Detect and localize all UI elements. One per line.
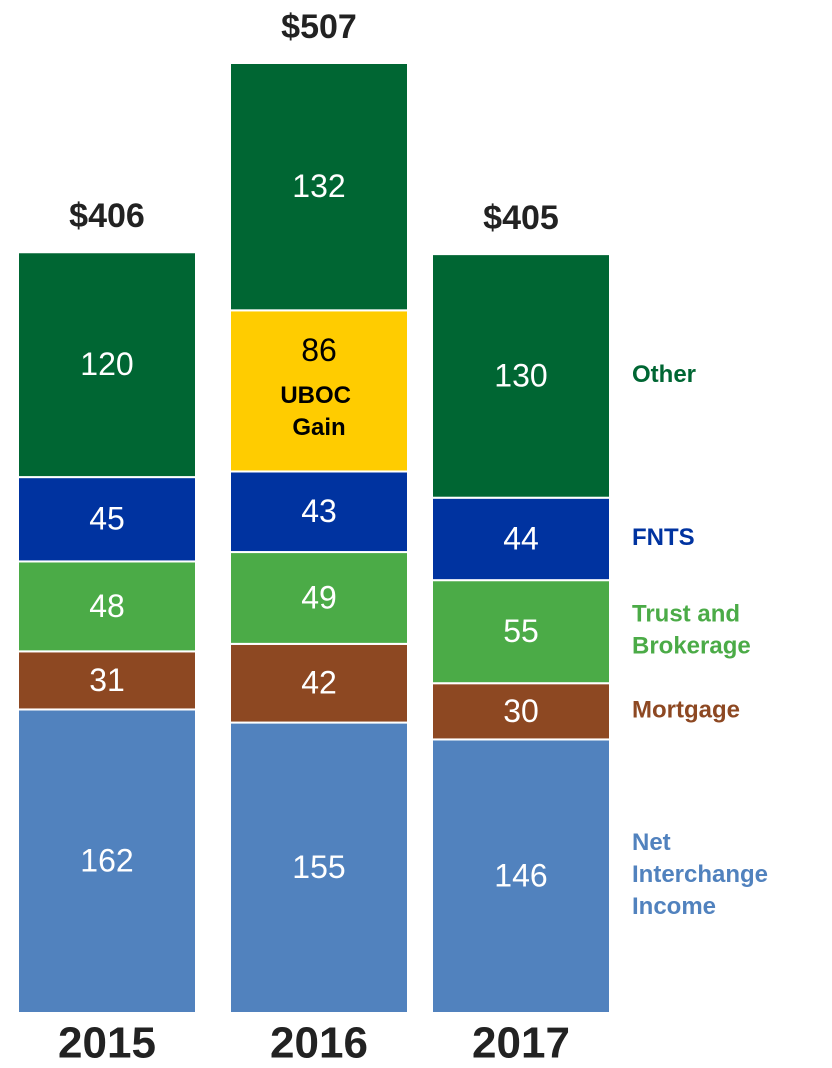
legend-label: Other — [632, 361, 696, 388]
value-label: 146 — [494, 858, 547, 894]
bar-segment — [229, 642, 409, 724]
bar-segment — [229, 309, 409, 473]
x-tick-label: 2016 — [270, 1019, 368, 1068]
bar-segment — [229, 551, 409, 645]
value-label: 86 — [301, 332, 337, 368]
bar-segment — [17, 708, 197, 1014]
value-label: 31 — [89, 662, 125, 698]
bar-segment — [229, 62, 409, 312]
bar-segment — [229, 470, 409, 554]
value-label: 132 — [292, 168, 345, 204]
bar-segment — [17, 251, 197, 479]
value-label: 162 — [80, 843, 133, 879]
x-tick-label: 2015 — [58, 1019, 156, 1068]
bar-segment — [431, 496, 611, 582]
legend-label: FNTS — [632, 524, 695, 551]
bar-segment — [431, 253, 611, 499]
legend-label: Net Interchange Income — [632, 830, 775, 921]
value-label: 44 — [503, 520, 539, 556]
legend-label: Mortgage — [632, 697, 740, 724]
value-label: 43 — [301, 493, 337, 529]
value-label: 120 — [80, 346, 133, 382]
bar-segment — [431, 682, 611, 741]
value-label: 130 — [494, 357, 547, 393]
bar-segment — [17, 650, 197, 711]
value-label: 55 — [503, 613, 539, 649]
value-label: 155 — [292, 849, 345, 885]
value-label: 48 — [89, 588, 125, 624]
bar-segment — [431, 738, 611, 1014]
bar-segment — [431, 579, 611, 685]
total-label: $507 — [281, 8, 357, 46]
bar-segment — [17, 476, 197, 563]
value-label: 42 — [301, 665, 337, 701]
value-label: 45 — [89, 501, 125, 537]
total-label: $405 — [483, 199, 559, 237]
total-label: $406 — [69, 197, 145, 235]
value-label: 30 — [503, 693, 539, 729]
value-label: 49 — [301, 579, 337, 615]
legend-label: Trust and Brokerage — [632, 601, 751, 660]
series-label: UBOC Gain — [280, 382, 357, 441]
bar-segment — [229, 721, 409, 1015]
x-tick-label: 2017 — [472, 1019, 570, 1068]
